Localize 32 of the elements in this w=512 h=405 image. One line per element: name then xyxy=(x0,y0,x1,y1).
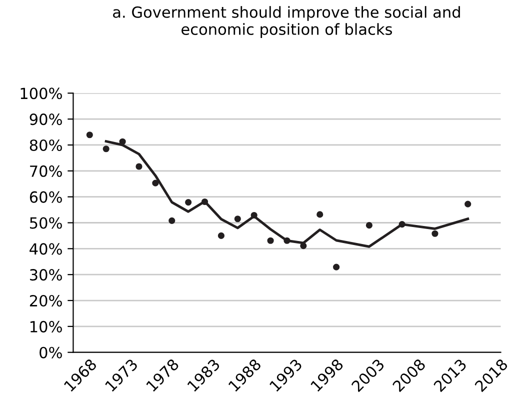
y-tick-label: 30% xyxy=(30,269,62,281)
point xyxy=(432,230,438,237)
y-tick-label: 20% xyxy=(30,294,62,307)
y-tick-label: 60% xyxy=(30,191,62,203)
y-tick-label: 0% xyxy=(40,346,62,358)
point xyxy=(267,237,274,244)
y-tick-label: 10% xyxy=(30,320,62,332)
y-tick-label: 90% xyxy=(30,114,62,126)
point xyxy=(136,163,142,170)
point xyxy=(102,146,110,152)
point xyxy=(168,217,176,224)
point xyxy=(185,198,192,206)
y-tick-label: 80% xyxy=(30,139,62,152)
point xyxy=(316,211,324,218)
point xyxy=(152,180,159,186)
point xyxy=(119,138,126,145)
point xyxy=(250,212,258,219)
point xyxy=(86,132,93,138)
y-tick-label: 40% xyxy=(30,243,62,255)
point xyxy=(300,242,307,250)
point xyxy=(464,200,472,208)
point xyxy=(284,237,290,244)
point xyxy=(366,222,372,229)
point xyxy=(398,221,406,228)
point xyxy=(234,216,241,222)
point xyxy=(333,264,340,270)
y-tick-label: 70% xyxy=(30,165,62,177)
point xyxy=(201,198,208,206)
y-tick-label: 100% xyxy=(20,88,62,100)
y-tick-label: 50% xyxy=(30,217,62,229)
point xyxy=(218,232,224,240)
chart-title: a. Government should improve the social and economic position of blacks xyxy=(113,6,460,38)
